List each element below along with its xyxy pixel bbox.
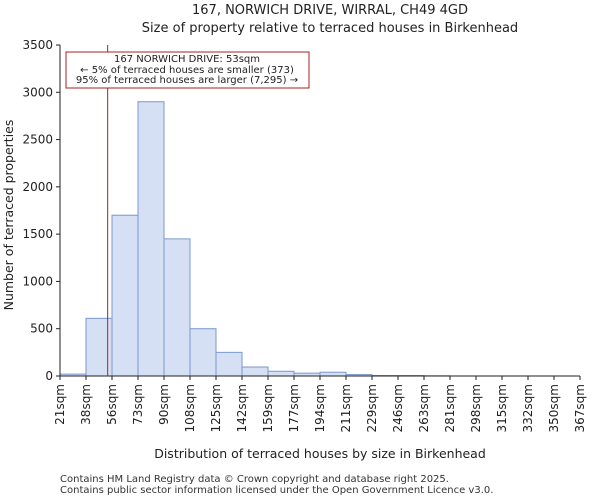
histogram-bar [267,370,295,377]
x-tick-label: 159sqm [261,384,275,432]
histogram-bar [111,214,139,377]
plot-area: 0 500 1000 1500 2000 2500 3000 3500 21sqm 38sqm 56… [22,38,587,432]
annotation-text: 95% of terraced houses are larger (7,295… [76,75,298,86]
x-tick-label: 263sqm [417,384,431,432]
y-tick-label: 500 [30,322,53,336]
y-tick-label: 1000 [22,274,53,288]
y-tick-label: 0 [45,369,53,383]
x-tick-label: 367sqm [573,384,587,432]
annotation-box [65,51,310,89]
x-tick-label: 142sqm [235,384,249,432]
x-tick-label: 211sqm [339,384,353,432]
histogram-bar [215,351,243,377]
chart-subtitle: Size of property relative to terraced ho… [142,21,518,36]
histogram-bar [189,328,217,377]
histogram-bar [319,371,347,377]
x-tick-label: 246sqm [391,384,405,432]
x-tick-label: 177sqm [287,384,301,432]
x-tick-label: 38sqm [79,384,93,425]
histogram-bar [163,238,191,377]
y-tick-label: 2500 [22,133,53,147]
y-tick-label: 3500 [22,38,53,52]
histogram-bar [137,101,165,377]
annotation-text: ← 5% of terraced houses are smaller (373… [80,65,294,76]
y-tick-label: 1500 [22,227,53,241]
x-tick-label: 56sqm [105,384,119,425]
x-tick-label: 229sqm [365,384,379,432]
x-tick-label: 298sqm [469,384,483,432]
x-tick-label: 125sqm [209,384,223,432]
x-tick-label: 350sqm [547,384,561,432]
x-tick-label: 194sqm [313,384,327,432]
x-tick-label: 332sqm [521,384,535,432]
x-tick-label: 21sqm [53,384,67,425]
y-tick-label: 3000 [22,85,53,99]
x-tick-label: 108sqm [183,384,197,432]
x-tick-label: 281sqm [443,384,457,432]
x-tick-label: 90sqm [157,384,171,425]
x-axis-label: Distribution of terraced houses by size … [154,446,486,461]
x-tick-label: 73sqm [131,384,145,425]
histogram-bar [241,366,269,377]
annotation-text: 167 NORWICH DRIVE: 53sqm [114,54,260,65]
footer-copyright: Contains HM Land Registry data © Crown c… [60,474,449,485]
y-axis-label: Number of terraced properties [1,120,16,311]
x-tick-label: 315sqm [495,384,509,432]
footer-licence: Contains public sector information licen… [60,485,494,496]
y-tick-label: 2000 [22,180,53,194]
chart-title: 167, NORWICH DRIVE, WIRRAL, CH49 4GD [192,3,468,18]
